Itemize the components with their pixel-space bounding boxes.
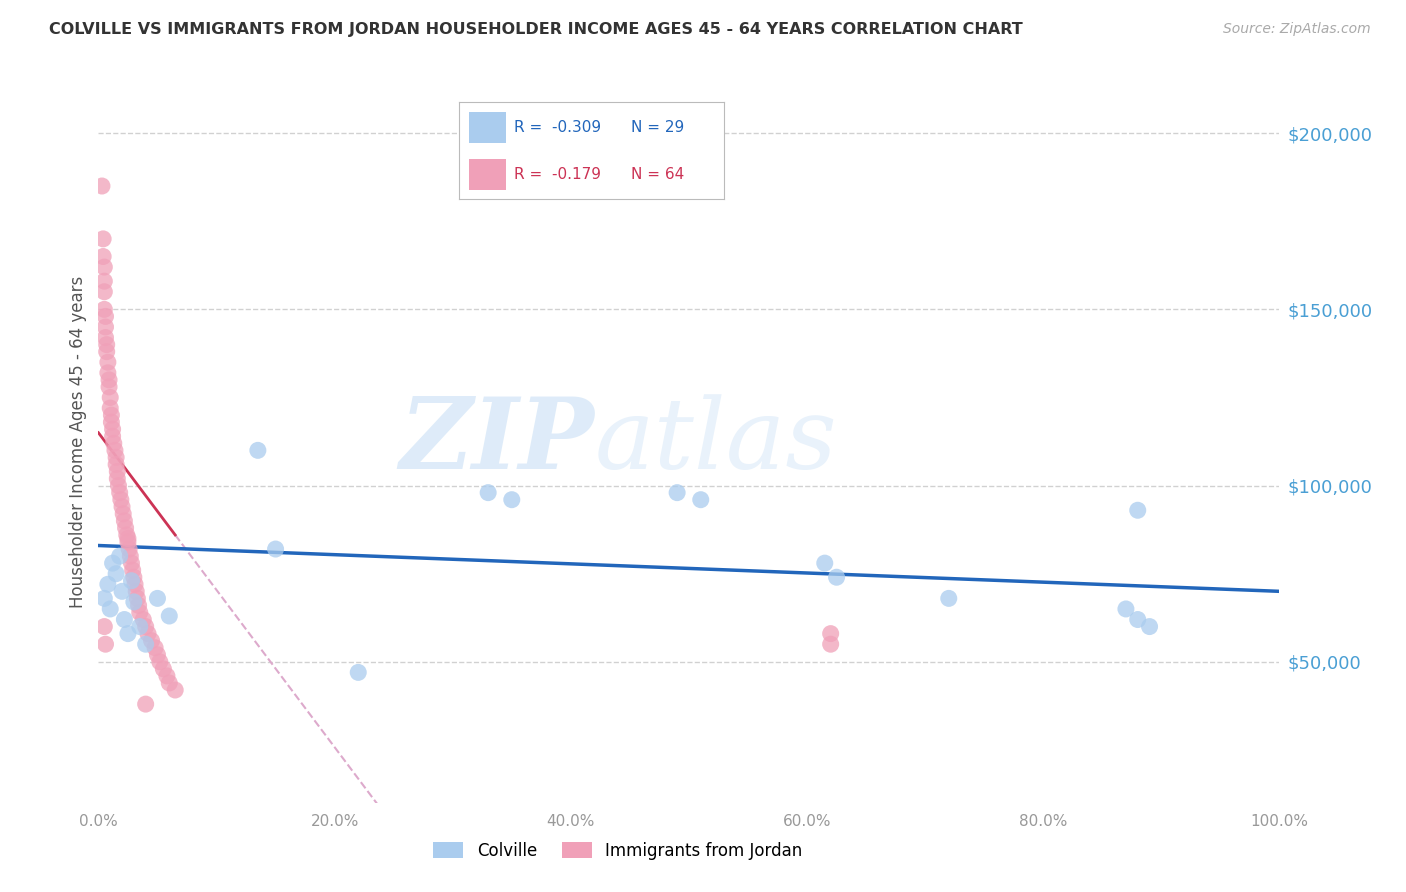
Point — [128, 599, 150, 613]
Point — [108, 549, 131, 563]
Point — [110, 492, 132, 507]
Point — [121, 574, 143, 588]
Point — [105, 471, 128, 485]
Point — [93, 260, 115, 274]
Y-axis label: Householder Income Ages 45 - 64 years: Householder Income Ages 45 - 64 years — [69, 276, 87, 607]
Point — [98, 391, 121, 405]
Point — [101, 422, 124, 436]
Point — [104, 443, 127, 458]
Point — [101, 556, 124, 570]
Point — [115, 528, 138, 542]
Point — [1139, 619, 1161, 633]
Point — [91, 232, 114, 246]
Point — [91, 179, 114, 194]
Point — [121, 563, 143, 577]
Point — [157, 676, 180, 690]
Point — [93, 302, 115, 317]
Point — [112, 514, 135, 528]
Text: COLVILLE VS IMMIGRANTS FROM JORDAN HOUSEHOLDER INCOME AGES 45 - 64 YEARS CORRELA: COLVILLE VS IMMIGRANTS FROM JORDAN HOUSE… — [49, 22, 1024, 37]
Point — [105, 465, 128, 479]
Point — [114, 521, 136, 535]
Point — [152, 662, 174, 676]
Point — [112, 507, 135, 521]
Point — [105, 566, 128, 581]
Point — [264, 542, 287, 557]
Point — [107, 478, 129, 492]
Point — [1126, 613, 1149, 627]
Point — [100, 415, 122, 429]
Point — [477, 485, 499, 500]
Point — [127, 591, 149, 606]
Point — [125, 584, 148, 599]
Point — [105, 450, 128, 465]
Point — [97, 577, 120, 591]
Point — [103, 436, 125, 450]
Point — [96, 344, 118, 359]
Point — [98, 380, 121, 394]
Point — [111, 500, 134, 514]
Text: atlas: atlas — [595, 394, 837, 489]
Point — [105, 458, 128, 472]
Point — [120, 549, 142, 563]
Point — [108, 485, 131, 500]
Point — [97, 355, 120, 369]
Point — [347, 665, 370, 680]
Point — [121, 556, 143, 570]
Point — [117, 535, 139, 549]
Point — [94, 637, 117, 651]
Point — [94, 320, 117, 334]
Point — [94, 330, 117, 344]
Point — [820, 637, 842, 651]
Point — [98, 602, 121, 616]
Point — [124, 577, 146, 591]
Point — [128, 619, 150, 633]
Point — [136, 626, 159, 640]
Point — [101, 429, 124, 443]
Point — [143, 640, 166, 655]
Point — [128, 606, 150, 620]
Point — [93, 591, 115, 606]
Point — [135, 697, 157, 711]
Point — [141, 633, 163, 648]
Point — [149, 655, 172, 669]
Point — [111, 584, 134, 599]
Point — [117, 626, 139, 640]
Point — [117, 532, 139, 546]
Text: Source: ZipAtlas.com: Source: ZipAtlas.com — [1223, 22, 1371, 37]
Text: ZIP: ZIP — [399, 393, 595, 490]
Point — [97, 366, 120, 380]
Point — [93, 619, 115, 633]
Point — [96, 337, 118, 351]
Point — [98, 401, 121, 415]
Point — [135, 619, 157, 633]
Point — [132, 613, 155, 627]
Point — [93, 274, 115, 288]
Point — [501, 492, 523, 507]
Point — [122, 595, 145, 609]
Point — [1126, 503, 1149, 517]
Point — [689, 492, 711, 507]
Point — [100, 408, 122, 422]
Point — [814, 556, 837, 570]
Point — [156, 669, 179, 683]
Point — [666, 485, 689, 500]
Point — [825, 570, 848, 584]
Point — [820, 626, 842, 640]
Point — [118, 542, 141, 557]
Point — [146, 648, 169, 662]
Point — [135, 637, 157, 651]
Point — [112, 613, 135, 627]
Point — [122, 570, 145, 584]
Point — [246, 443, 269, 458]
Point — [98, 373, 121, 387]
Point — [1115, 602, 1137, 616]
Point — [938, 591, 960, 606]
Point — [93, 285, 115, 299]
Point — [157, 609, 180, 624]
Point — [91, 250, 114, 264]
Point — [94, 310, 117, 324]
Point — [165, 683, 187, 698]
Point — [146, 591, 169, 606]
Legend: Colville, Immigrants from Jordan: Colville, Immigrants from Jordan — [427, 836, 810, 867]
